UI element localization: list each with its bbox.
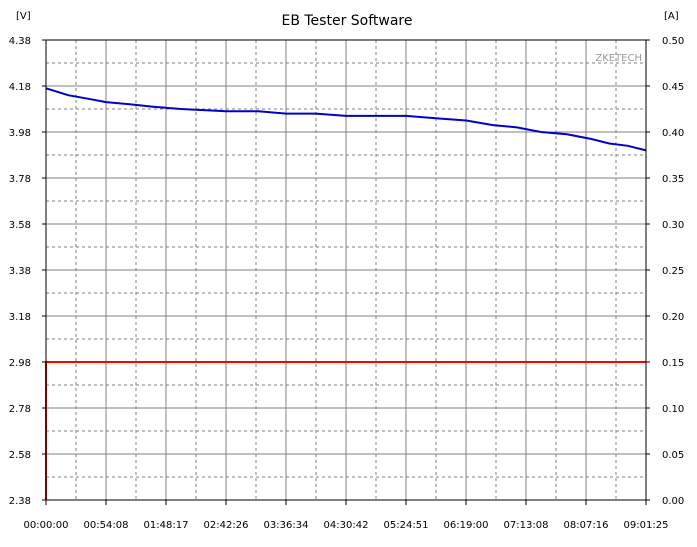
right-tick-label: 0.50 [662, 36, 684, 47]
left-tick-label: 4.38 [9, 36, 31, 47]
left-tick-label: 3.78 [9, 174, 31, 185]
chart-title: EB Tester Software [281, 13, 412, 29]
x-tick-label: 09:01:25 [624, 520, 669, 531]
x-tick-label: 00:54:08 [84, 520, 129, 531]
voltage-series-line [45, 87, 647, 152]
x-tick-label: 04:30:42 [324, 520, 369, 531]
right-tick-label: 0.20 [662, 312, 684, 323]
right-tick-label: 0.35 [662, 174, 684, 185]
x-tick-label: 01:48:17 [144, 520, 189, 531]
x-tick-label: 06:19:00 [444, 520, 489, 531]
left-tick-label: 3.38 [9, 266, 31, 277]
right-axis-ticks: 0.50 0.45 0.40 0.35 0.30 0.25 0.20 0.15 0.10 0.05… [646, 36, 684, 507]
left-tick-label: 2.78 [9, 404, 31, 415]
x-tick-label: 07:13:08 [504, 520, 549, 531]
left-tick-label: 4.18 [9, 82, 31, 93]
right-axis-unit: [A] [664, 11, 679, 22]
x-tick-label: 02:42:26 [204, 520, 249, 531]
x-tick-label: 08:07:16 [564, 520, 609, 531]
x-tick-label: 00:00:00 [24, 520, 69, 531]
right-tick-label: 0.25 [662, 266, 684, 277]
left-axis-unit: [V] [16, 11, 31, 22]
right-tick-label: 0.30 [662, 220, 684, 231]
right-tick-label: 0.10 [662, 404, 684, 415]
left-tick-label: 3.18 [9, 312, 31, 323]
x-tick-label: 05:24:51 [384, 520, 429, 531]
left-tick-label: 3.58 [9, 220, 31, 231]
right-tick-label: 0.00 [662, 496, 684, 507]
right-tick-label: 0.45 [662, 82, 684, 93]
left-tick-label: 2.98 [9, 358, 31, 369]
left-tick-label: 2.38 [9, 496, 31, 507]
grid [46, 40, 646, 500]
left-tick-label: 3.98 [9, 128, 31, 139]
right-tick-label: 0.05 [662, 450, 684, 461]
left-axis-ticks: 4.38 4.18 3.98 3.78 3.58 3.38 3.18 2.98 2.78 2.58… [9, 36, 46, 507]
left-tick-label: 2.58 [9, 450, 31, 461]
right-tick-label: 0.15 [662, 358, 684, 369]
x-axis-ticks: 00:00:00 00:54:08 01:48:17 02:42:26 03:36:34… [24, 500, 669, 531]
watermark: ZKETECH [595, 53, 642, 64]
right-tick-label: 0.40 [662, 128, 684, 139]
x-tick-label: 03:36:34 [264, 520, 309, 531]
